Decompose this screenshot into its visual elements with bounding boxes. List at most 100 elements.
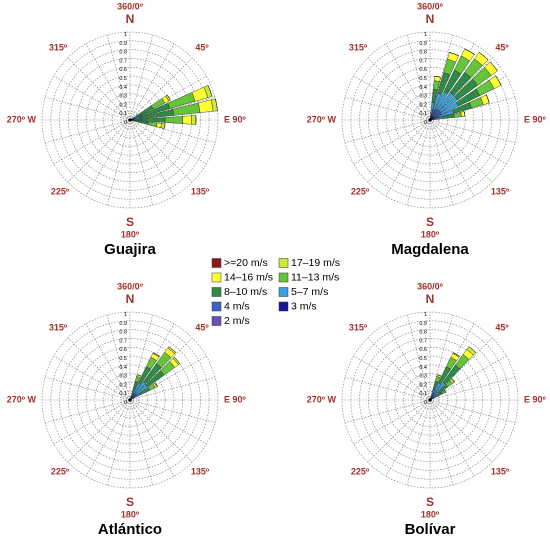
petal-segment xyxy=(433,81,439,90)
wind-rose: 00.10.20.30.40.50.60.70.80.91360/0ºN45ºE… xyxy=(7,281,247,536)
direction-label: N xyxy=(426,12,435,26)
wind-rose: 00.10.20.30.40.50.60.70.80.91360/0ºN45ºE… xyxy=(7,1,247,258)
r-tick-label: 0.2 xyxy=(119,382,127,388)
direction-label: 45º xyxy=(195,42,209,52)
r-tick-label: 0.6 xyxy=(119,347,127,353)
direction-label: S xyxy=(426,215,434,229)
legend-swatch xyxy=(279,302,288,311)
r-tick-label: 0.3 xyxy=(419,94,427,100)
center xyxy=(128,118,132,122)
petal-segment xyxy=(165,116,183,123)
direction-label: 270º W xyxy=(307,394,337,404)
direction-label: 135º xyxy=(191,466,210,476)
legend-label: 14–16 m/s xyxy=(224,271,273,283)
center xyxy=(428,398,432,402)
petal-segment xyxy=(191,115,196,124)
r-tick-label: 0.2 xyxy=(119,102,127,108)
spoke xyxy=(430,338,492,400)
direction-label: 315º xyxy=(349,42,368,52)
direction-label: E 90º xyxy=(524,114,547,124)
direction-label: N xyxy=(426,292,435,306)
spoke xyxy=(130,120,206,164)
legend-swatch xyxy=(212,288,221,297)
r-tick-label: 0.8 xyxy=(419,330,427,336)
r-tick-label: 1 xyxy=(124,32,127,38)
r-tick-label: 0.9 xyxy=(119,321,127,327)
spoke xyxy=(130,400,206,444)
r-tick-label: 0.5 xyxy=(419,356,427,362)
direction-label: 225º xyxy=(51,186,70,196)
spoke xyxy=(86,120,130,196)
spoke xyxy=(107,120,130,205)
r-tick-label: 0.1 xyxy=(119,391,127,397)
direction-label: 360/0º xyxy=(117,281,144,291)
spoke xyxy=(430,120,515,143)
r-tick-label: 0.4 xyxy=(419,365,427,371)
r-tick-label: 0.4 xyxy=(119,85,127,91)
direction-label: 135º xyxy=(191,186,210,196)
spoke xyxy=(130,400,215,423)
direction-label: N xyxy=(126,292,135,306)
spoke xyxy=(386,400,430,476)
r-tick-label: 0 xyxy=(124,120,127,126)
spoke xyxy=(407,120,430,205)
r-tick-label: 0.8 xyxy=(119,50,127,56)
r-tick-label: 0 xyxy=(424,400,427,406)
spoke xyxy=(45,97,130,120)
spoke xyxy=(430,400,515,423)
r-tick-label: 0.9 xyxy=(419,321,427,327)
r-tick-label: 0.8 xyxy=(419,50,427,56)
r-tick-label: 0.1 xyxy=(419,391,427,397)
legend-label: 4 m/s xyxy=(224,300,250,312)
direction-label: 180º xyxy=(121,509,140,519)
r-tick-label: 0.7 xyxy=(419,58,427,64)
legend-label: 8–10 m/s xyxy=(224,286,267,298)
legend-swatch xyxy=(279,273,288,282)
r-tick-label: 0.4 xyxy=(119,365,127,371)
direction-label: S xyxy=(126,495,134,509)
legend-label: 5–7 m/s xyxy=(291,286,328,298)
r-tick-label: 0.7 xyxy=(419,338,427,344)
r-tick-label: 1 xyxy=(124,312,127,318)
wind-rose: 00.10.20.30.40.50.60.70.80.91360/0ºN45ºE… xyxy=(307,281,547,536)
direction-label: S xyxy=(126,215,134,229)
direction-label: E 90º xyxy=(224,394,247,404)
petal-segment xyxy=(454,112,462,117)
direction-label: 360/0º xyxy=(417,1,444,11)
legend-swatch xyxy=(279,288,288,297)
chart-title: Magdalena xyxy=(391,241,469,258)
r-tick-label: 0.3 xyxy=(119,374,127,380)
spoke xyxy=(130,338,192,400)
r-tick-label: 1 xyxy=(424,312,427,318)
direction-label: 135º xyxy=(491,186,510,196)
r-tick-label: 0.9 xyxy=(419,41,427,47)
legend-label: 3 m/s xyxy=(291,300,317,312)
legend-swatch xyxy=(212,273,221,282)
r-tick-label: 0.2 xyxy=(419,382,427,388)
r-tick-label: 0.5 xyxy=(119,356,127,362)
direction-label: E 90º xyxy=(224,114,247,124)
wind-rose: 00.10.20.30.40.50.60.70.80.91360/0ºN45ºE… xyxy=(307,1,547,258)
r-tick-label: 0.4 xyxy=(419,85,427,91)
petal-segment xyxy=(198,100,213,113)
direction-label: 180º xyxy=(421,229,440,239)
r-tick-label: 0.3 xyxy=(119,94,127,100)
r-tick-label: 0.1 xyxy=(119,111,127,117)
direction-label: S xyxy=(426,495,434,509)
direction-label: 360/0º xyxy=(417,281,444,291)
r-tick-label: 0 xyxy=(124,400,127,406)
r-tick-label: 0.1 xyxy=(419,111,427,117)
direction-label: 225º xyxy=(51,466,70,476)
direction-label: N xyxy=(126,12,135,26)
direction-label: 225º xyxy=(351,466,370,476)
legend-swatch xyxy=(212,317,221,326)
direction-label: 270º W xyxy=(307,114,337,124)
r-tick-label: 0.9 xyxy=(119,41,127,47)
petal-segment xyxy=(133,120,136,121)
direction-label: 135º xyxy=(491,466,510,476)
petal-segment xyxy=(183,116,192,125)
spoke xyxy=(107,400,130,485)
center xyxy=(128,398,132,402)
